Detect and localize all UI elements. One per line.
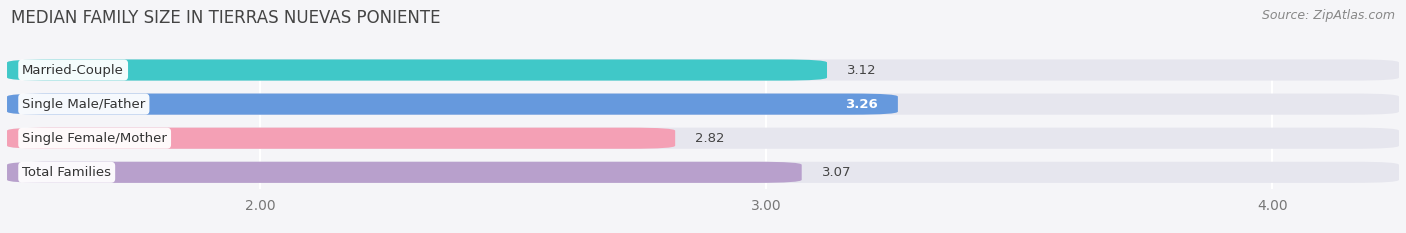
FancyBboxPatch shape — [7, 128, 675, 149]
FancyBboxPatch shape — [7, 128, 1399, 149]
FancyBboxPatch shape — [7, 93, 1399, 115]
Text: Single Male/Father: Single Male/Father — [22, 98, 145, 111]
Text: 3.12: 3.12 — [848, 64, 877, 76]
Text: 2.82: 2.82 — [696, 132, 725, 145]
Text: Single Female/Mother: Single Female/Mother — [22, 132, 167, 145]
Text: Source: ZipAtlas.com: Source: ZipAtlas.com — [1261, 9, 1395, 22]
FancyBboxPatch shape — [7, 162, 1399, 183]
Text: 3.26: 3.26 — [845, 98, 877, 111]
Text: Married-Couple: Married-Couple — [22, 64, 124, 76]
Text: Total Families: Total Families — [22, 166, 111, 179]
FancyBboxPatch shape — [7, 162, 801, 183]
FancyBboxPatch shape — [7, 59, 827, 81]
Text: 3.07: 3.07 — [823, 166, 852, 179]
Text: MEDIAN FAMILY SIZE IN TIERRAS NUEVAS PONIENTE: MEDIAN FAMILY SIZE IN TIERRAS NUEVAS PON… — [11, 9, 440, 27]
FancyBboxPatch shape — [7, 93, 898, 115]
FancyBboxPatch shape — [7, 59, 1399, 81]
